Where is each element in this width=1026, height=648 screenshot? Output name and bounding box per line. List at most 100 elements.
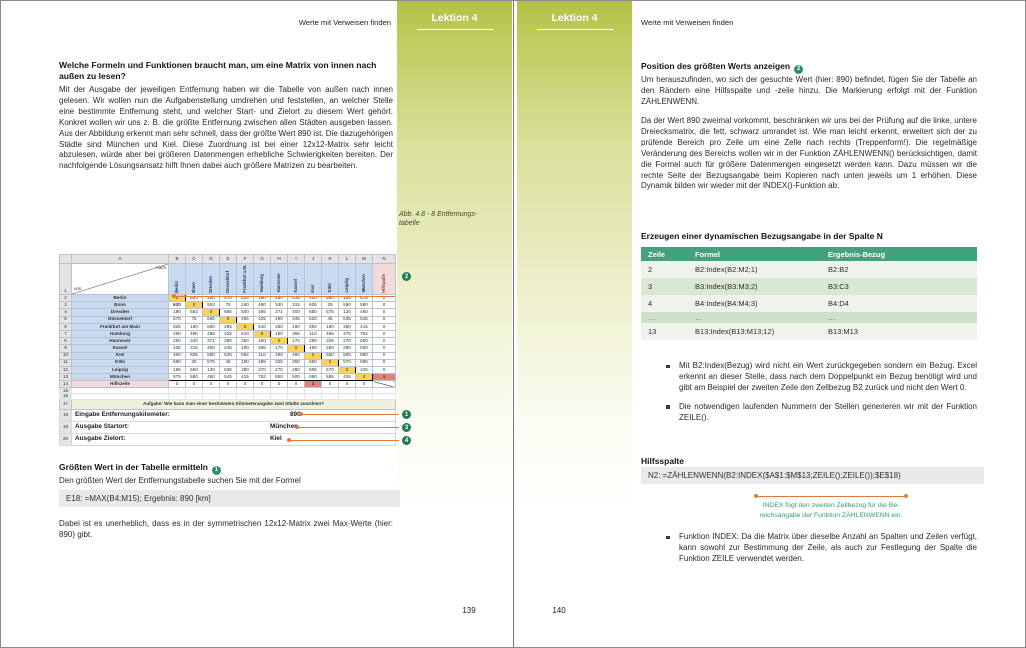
- ref-table-cell: B4:Index(B4:M4;3): [688, 295, 821, 312]
- city-header-row: 1 nach von Berlin Bonn Dresden Düsseldorf Frank…: [59, 263, 396, 295]
- ref-table-cell: …: [641, 312, 688, 323]
- distance-cell: 425: [355, 365, 373, 375]
- distance-cell: 550: [338, 301, 356, 310]
- city-column-header: Dresden: [202, 263, 220, 295]
- distance-cell: 580: [355, 301, 373, 310]
- hilfszeile-cell: 0: [236, 380, 254, 389]
- distance-cell: 190: [321, 322, 339, 331]
- distance-cell: 290: [168, 329, 186, 339]
- city-row-label: Kiel: [71, 351, 169, 360]
- lesson-label: Lektion 4: [551, 12, 598, 24]
- figure-caption-line2: tabelle: [399, 219, 420, 227]
- distance-cell: 570: [338, 358, 356, 367]
- left-intro: Mit der Ausgabe der jeweiligen Entfernun…: [59, 85, 393, 171]
- distance-cell: 371: [202, 337, 220, 346]
- distance-cell: 595: [321, 373, 339, 382]
- matrix-row: 11 Köln 590 25 575 45 190 485 325 250 550 0 570 595 0: [59, 358, 396, 367]
- bullet-item: Die notwendigen laufenden Nummern der St…: [666, 401, 977, 422]
- distance-cell: 435: [168, 344, 186, 353]
- column-letter: K: [321, 254, 339, 264]
- distance-cell: 635: [219, 365, 237, 375]
- ref-table-cell: 2: [641, 261, 688, 278]
- distance-cell: 400: [168, 351, 186, 360]
- distance-cell: 290: [270, 351, 288, 360]
- distance-cell: 245: [219, 344, 237, 353]
- distance-cell: 170: [287, 337, 305, 346]
- distance-cell: 340: [185, 337, 203, 346]
- distance-cell: 590: [168, 358, 186, 367]
- section-after-max-wert: Dabei ist es unerheblich, dass es in der…: [59, 519, 393, 539]
- distance-cell: 380: [236, 365, 254, 375]
- distance-cell: 580: [202, 351, 220, 360]
- hilfszeile-cell: 1: [304, 380, 322, 389]
- distance-cell: 890: [304, 373, 322, 382]
- distance-cell: 490: [253, 301, 271, 310]
- city-row-label: Frankfurt am Main: [71, 322, 169, 331]
- distance-cell: 0: [219, 315, 237, 324]
- matrix-row: 5 Düsseldorf 570 75 665 0 265 425 290 345 520 45 635…: [59, 315, 396, 324]
- city-row-label: Leipzig: [71, 365, 169, 375]
- distance-cell: 365: [253, 344, 271, 353]
- ref-table-cell: B13:Index(B13:M13;12): [688, 323, 821, 340]
- distance-cell: 592: [236, 351, 254, 360]
- column-letter: L: [338, 254, 356, 264]
- distance-cell: 620: [168, 301, 186, 310]
- distance-cell: 425: [253, 315, 271, 324]
- page-number-left: 139: [462, 606, 476, 615]
- distance-cell: 250: [287, 358, 305, 367]
- distance-cell: 45: [219, 358, 237, 367]
- matrix-row: 10 Kiel 400 605 580 520 592 110 290 460 0 550 505 890…: [59, 351, 396, 360]
- distance-cell: 190: [236, 358, 254, 367]
- column-letter: F: [236, 254, 254, 264]
- distance-cell: 425: [219, 329, 237, 339]
- matrix-row: 6 Frankfurt am Main 525 190 500 265 0 510 250 190…: [59, 322, 396, 331]
- city-row-label: Düsseldorf: [71, 315, 169, 324]
- running-title-left: Werte mit Verweisen finden: [298, 18, 391, 27]
- column-letter: E: [219, 254, 237, 264]
- figure-caption: Abb. 4.8 - 8 Entfernungs- tabelle: [399, 211, 503, 228]
- distance-cell: 180: [270, 329, 288, 339]
- right-para2: Da der Wert 890 zweimal vorkommt, beschr…: [641, 116, 977, 191]
- ref-table-heading: Erzeugen einer dynamischen Bezugsangabe …: [641, 231, 883, 241]
- input-label: Ausgabe Zielort:: [75, 435, 126, 443]
- distance-cell: 325: [270, 358, 288, 367]
- distance-cell: 370: [253, 365, 271, 375]
- bullet-item: Mit B2:Index(Bezug) wird nicht ein Wert …: [666, 361, 977, 392]
- distance-cell: 25: [321, 301, 339, 310]
- distance-cell: 650: [270, 373, 288, 382]
- city-column-header: Hannover: [270, 263, 288, 295]
- distance-cell: 280: [287, 365, 305, 375]
- distance-cell: 675: [168, 373, 186, 382]
- ref-table-cell: …: [688, 312, 821, 323]
- column-letter: N: [372, 254, 396, 264]
- distance-cell: 665: [219, 308, 237, 317]
- hilfszeile-cell: 0: [202, 380, 220, 389]
- left-heading: Welche Formeln und Funktionen braucht ma…: [59, 60, 377, 81]
- distance-cell: 460: [304, 344, 322, 353]
- distance-cell: 0: [304, 351, 322, 360]
- hilfszeile-cell: 0: [338, 380, 356, 389]
- ref-table-header: Ergebnis-Bezug: [821, 247, 977, 261]
- distance-cell: 371: [270, 308, 288, 317]
- hilfspalte-cell: 0: [372, 344, 396, 353]
- column-letter: J: [304, 254, 322, 264]
- input-value: München: [270, 423, 299, 431]
- distance-cell: 485: [202, 329, 220, 339]
- hilfszeile-cell: 0: [185, 380, 203, 389]
- distance-cell: 265: [219, 322, 237, 331]
- margin-marker-4: 4: [402, 436, 411, 445]
- distance-cell: 365: [287, 329, 305, 339]
- matrix-row: 4 Dresden 180 553 0 665 500 485 371 400 580 575 120 4…: [59, 308, 396, 317]
- distance-cell: 190: [236, 301, 254, 310]
- distance-cell: 460: [287, 351, 305, 360]
- distance-cell: 45: [321, 315, 339, 324]
- matrix-row: 7 Hamburg 290 490 485 425 510 0 180 365 110 485 370 7…: [59, 329, 396, 339]
- distance-cell: 592: [304, 322, 322, 331]
- distance-cell: 650: [355, 337, 373, 346]
- distance-cell: 0: [287, 344, 305, 353]
- excel-distance-table: A B C D E F G H I J K L M N 1 nach von Berlin Bonn Dresden D…: [59, 254, 396, 447]
- hilfsspalte-heading: Hilfsspalte: [641, 456, 684, 466]
- city-column-header: Hilfspalte: [372, 263, 396, 295]
- distance-cell: 490: [185, 329, 203, 339]
